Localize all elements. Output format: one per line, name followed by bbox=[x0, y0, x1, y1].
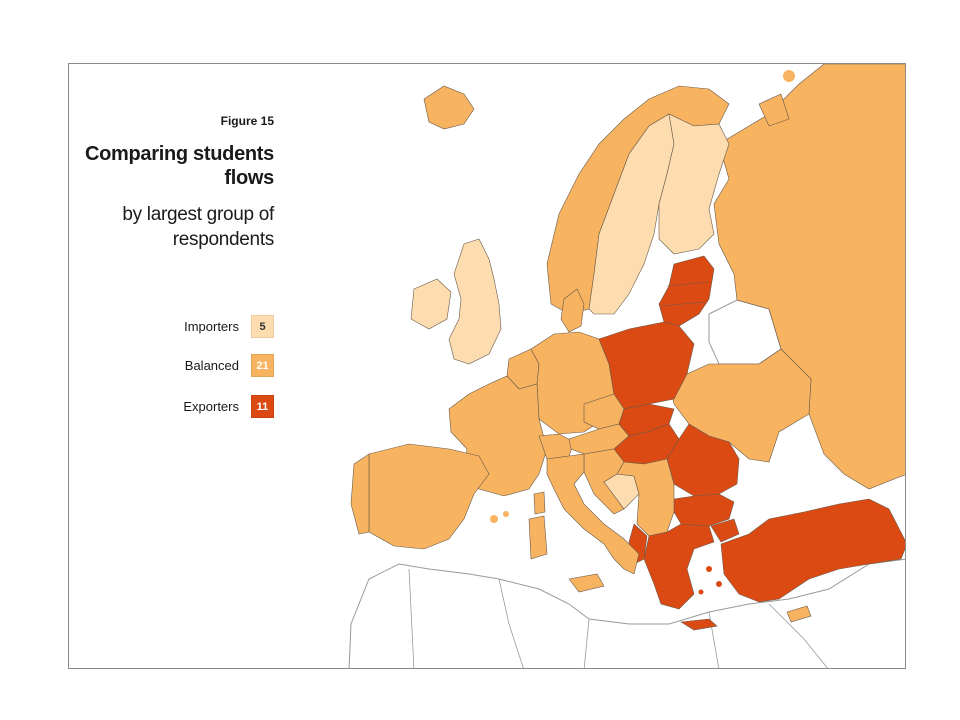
corsica-island[interactable] bbox=[533, 491, 546, 515]
legend-label-exporters: Exporters bbox=[183, 399, 239, 414]
middle-east-border bbox=[768, 603, 828, 668]
balearic-island-2 bbox=[503, 511, 509, 517]
legend-swatch-importers: 5 bbox=[251, 315, 274, 338]
figure-label: Figure 15 bbox=[220, 114, 274, 128]
svalbard-island bbox=[783, 70, 795, 82]
country-denmark[interactable] bbox=[560, 288, 585, 333]
legend-item-exporters: Exporters 11 bbox=[183, 395, 274, 418]
crete-island[interactable] bbox=[680, 618, 718, 631]
aegean-island-3 bbox=[698, 589, 704, 595]
sicily-island[interactable] bbox=[568, 573, 605, 593]
north-africa-land bbox=[348, 558, 905, 668]
baltics-border-2 bbox=[660, 301, 706, 307]
figure-title: Comparing students flows bbox=[84, 143, 274, 189]
country-poland[interactable] bbox=[598, 321, 695, 410]
africa-border-3 bbox=[583, 618, 590, 668]
legend-item-balanced: Balanced 21 bbox=[185, 354, 274, 377]
legend-swatch-exporters: 11 bbox=[251, 395, 274, 418]
country-ireland[interactable] bbox=[410, 278, 452, 330]
country-finland[interactable] bbox=[658, 113, 730, 255]
map-frame: Figure 15 Comparing students flows by la… bbox=[68, 63, 906, 669]
country-spain[interactable] bbox=[368, 443, 490, 550]
balearic-island-1 bbox=[490, 515, 498, 523]
aegean-island-2 bbox=[716, 581, 722, 587]
europe-map bbox=[348, 64, 906, 668]
country-sweden[interactable] bbox=[588, 113, 675, 315]
africa-border-1 bbox=[408, 568, 415, 668]
legend-label-importers: Importers bbox=[184, 319, 239, 334]
africa-border-2 bbox=[498, 578, 524, 668]
country-cyprus[interactable] bbox=[786, 605, 812, 623]
russia-north-peninsula bbox=[758, 93, 790, 127]
aegean-island-1 bbox=[706, 566, 712, 572]
baltics-border-1 bbox=[666, 281, 710, 287]
sardinia-island[interactable] bbox=[528, 515, 548, 560]
country-greece[interactable] bbox=[643, 523, 715, 610]
figure-subtitle: by largest group of respondents bbox=[122, 204, 274, 250]
legend-swatch-balanced: 21 bbox=[251, 354, 274, 377]
country-romania[interactable] bbox=[666, 423, 740, 497]
legend-label-balanced: Balanced bbox=[184, 358, 239, 373]
country-turkey[interactable] bbox=[720, 498, 906, 603]
country-bulgaria[interactable] bbox=[673, 493, 735, 527]
country-italy[interactable] bbox=[546, 453, 640, 575]
country-united-kingdom[interactable] bbox=[448, 238, 502, 365]
country-portugal[interactable] bbox=[350, 453, 370, 535]
legend-item-importers: Importers 5 bbox=[184, 315, 274, 338]
country-iceland[interactable] bbox=[423, 85, 475, 130]
turkey-thrace[interactable] bbox=[710, 518, 740, 543]
country-baltics[interactable] bbox=[658, 255, 715, 327]
